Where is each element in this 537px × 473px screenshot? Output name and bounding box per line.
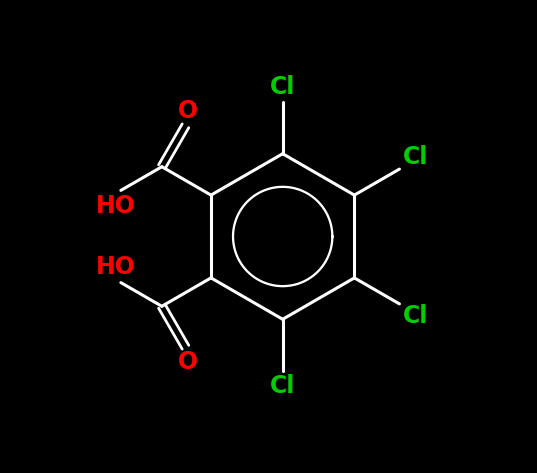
- Text: HO: HO: [96, 255, 136, 280]
- Text: Cl: Cl: [270, 375, 295, 398]
- Text: O: O: [178, 350, 198, 374]
- Text: Cl: Cl: [403, 304, 429, 328]
- Text: Cl: Cl: [270, 75, 295, 98]
- Text: Cl: Cl: [403, 145, 429, 169]
- Text: O: O: [178, 99, 198, 123]
- Text: HO: HO: [96, 193, 136, 218]
